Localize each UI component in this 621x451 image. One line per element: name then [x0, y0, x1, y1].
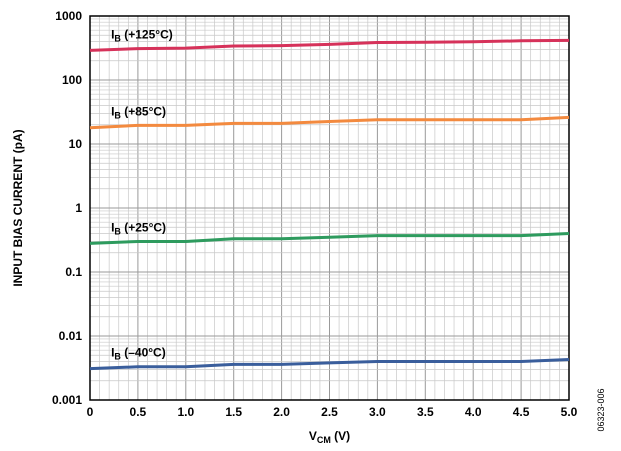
y-tick-label: 0.1 [65, 265, 82, 279]
x-tick-label: 1.5 [225, 405, 242, 419]
grid-lines [89, 16, 570, 401]
y-tick-label: 1000 [55, 9, 82, 23]
plot-frame [89, 15, 570, 401]
y-tick-label: 1 [75, 201, 82, 215]
y-tick-label: 0.001 [52, 393, 82, 407]
series-line-2 [89, 232, 570, 245]
x-tick-label: 3.0 [369, 405, 386, 419]
series-line-1 [89, 115, 570, 130]
x-tick-label: 2.5 [321, 405, 338, 419]
x-tick-label: 2.0 [273, 405, 290, 419]
y-tick-label: 10 [69, 137, 83, 151]
x-tick-label: 0 [87, 405, 94, 419]
y-tick-label: 100 [62, 73, 82, 87]
x-axis-label-main: V [309, 429, 317, 443]
series-line-3 [89, 358, 570, 371]
x-tick-label: 4.5 [513, 405, 530, 419]
x-tick-label: 1.0 [177, 405, 194, 419]
series-label-3: IB (–40°C) [111, 346, 166, 362]
x-axis-label: VCM (V) [309, 429, 350, 445]
series-label-1: IB (+85°C) [111, 105, 166, 121]
tick-labels: 0 0.5 1.0 1.5 2.0 2.5 3.0 3.5 4.0 4.5 5.0 0.001 0.01… [52, 9, 578, 419]
series-label-0: IB (+125°C) [111, 27, 173, 43]
x-axis-label-unit: (V) [331, 429, 350, 443]
y-tick-label: 0.01 [59, 329, 83, 343]
y-axis-label: INPUT BIAS CURRENT (pA) [11, 129, 25, 286]
x-tick-label: 3.5 [417, 405, 434, 419]
x-tick-label: 0.5 [130, 405, 147, 419]
series-label-2: IB (+25°C) [111, 220, 166, 236]
series-labels: IB (+125°C) IB (+85°C) IB (+25°C) IB (–40°C… [111, 27, 173, 361]
x-tick-label: 4.0 [465, 405, 482, 419]
series-lines [89, 38, 570, 371]
series-line-0 [89, 38, 570, 52]
x-axis-label-sub: CM [317, 435, 331, 445]
x-tick-label: 5.0 [561, 405, 578, 419]
figure-id: 06323-006 [596, 388, 606, 431]
